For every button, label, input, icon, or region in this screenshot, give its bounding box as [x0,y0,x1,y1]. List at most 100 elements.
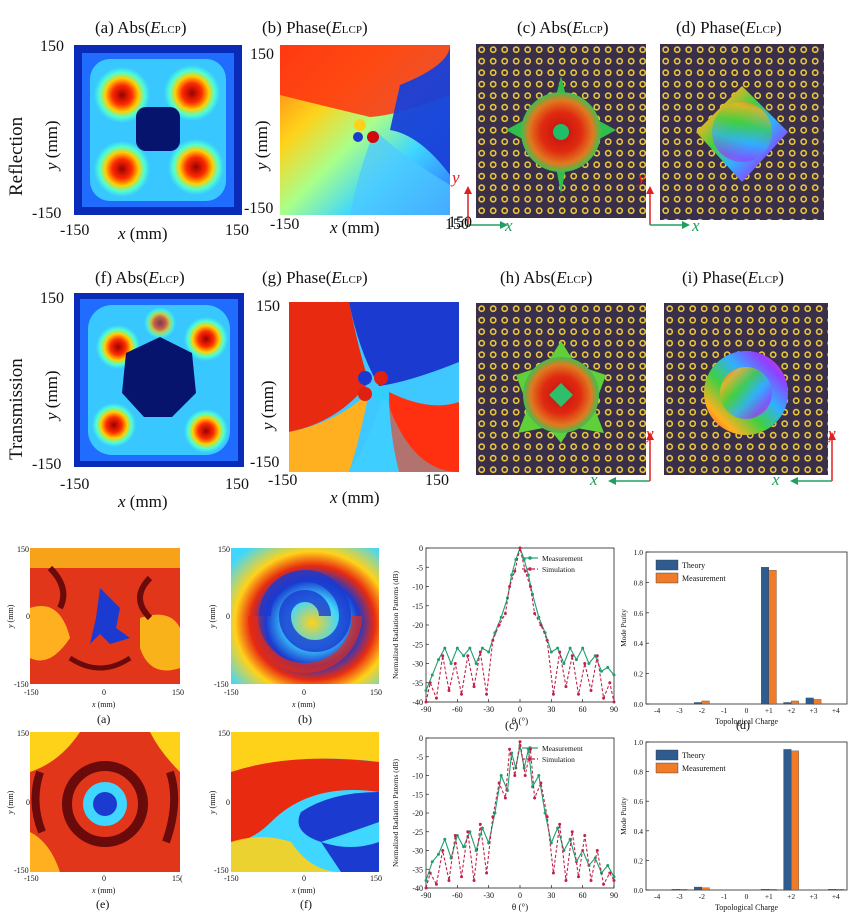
data-point [583,662,587,665]
data-point [485,871,489,875]
legend-marker [528,567,532,571]
data-point [545,815,549,819]
x-tick-label: -30 [483,891,494,900]
legend-swatch [655,749,679,761]
x-tick-label: +3 [810,892,818,901]
row-label-transmission: Transmission [6,358,27,460]
tick-c-150: 150 [448,214,472,231]
d-axis-arrows [646,186,690,229]
x-tick-label: -90 [421,891,432,900]
data-point [539,623,543,627]
series-line-simulation [425,741,615,889]
data-point [556,646,560,650]
y-tick-label: -30 [412,660,423,669]
data-point [424,688,428,692]
bf-ymin: -150 [214,866,229,875]
ba-xmin: -150 [24,688,39,697]
data-point [424,886,428,890]
data-point [474,662,478,665]
data-point [428,681,432,685]
data-point [449,662,453,665]
x-tick-label: +2 [787,706,795,715]
tick-f-ymax: 150 [40,290,64,307]
data-point [499,774,503,777]
d-x-arrow-label: x [692,216,700,235]
y-tick-label: 0.0 [634,886,644,895]
ba-ylabel: y (mm) [6,604,15,628]
data-point [595,849,599,852]
y-tick-label: -20 [412,809,423,818]
data-point [468,646,472,650]
ba-y0: 0 [26,612,30,621]
data-point [522,766,526,770]
tick-g-ymin: -150 [250,454,280,471]
caption-b: (b) [298,712,312,726]
bar-measurement [791,700,799,705]
data-point [518,740,522,744]
bb-ymax: 150 [218,545,230,554]
bar-measurement [791,750,799,891]
title-c: (c) Abs(ELCP) [517,18,609,37]
reflection-phase-sim [660,44,824,220]
i-x-arrow-label: x [772,470,780,489]
data-point [497,781,501,785]
data-point [508,747,512,751]
y-axis-label: Normalized Radiation Patterns (dB) [391,570,400,679]
x-tick-label: -3 [676,706,682,715]
plot-frame [425,547,615,703]
data-point [497,623,501,627]
data-point [460,692,464,696]
legend-label: Measurement [542,554,584,563]
series-line-measurement [425,745,615,881]
x-tick-label: +3 [810,706,818,715]
caption-c: (c) [505,718,519,732]
data-point [576,875,580,879]
d-y-arrow-label: y [638,168,646,187]
x-axis-label: Topological Charge [715,903,779,912]
y-tick-label: -5 [416,753,423,762]
data-point [526,573,530,577]
reflection-phase-map [280,45,450,215]
y-tick-label: 0.4 [634,639,644,648]
data-point [543,811,547,815]
bar-measurement [768,570,777,705]
data-point [455,646,459,650]
title-h: (h) Abs(ELCP) [500,268,593,287]
data-point [437,852,441,856]
data-point [462,654,466,658]
data-point [468,830,472,834]
y-tick-label: 0 [419,734,423,743]
x-tick-label: -1 [721,706,727,715]
data-point [574,658,578,662]
data-point [447,688,451,692]
y-tick-label: -40 [412,698,423,707]
x-tick-label: 90 [610,891,618,900]
data-point [487,650,491,654]
x-tick-label: 90 [610,705,618,714]
y-tick-label: -10 [412,772,423,781]
bb-y0: 0 [226,612,230,621]
y-tick-label: 0.4 [634,827,644,836]
data-point [510,573,514,577]
data-point [503,796,507,800]
title-b: (b) Phase(ELCP) [262,18,368,37]
data-point [556,826,560,830]
a-xlabel: x (mm) [118,224,168,243]
x-axis-label: θ (°) [512,716,528,726]
y-tick-label: 0 [419,544,423,553]
reflection-abs-map [74,45,242,215]
title-f: (f) Abs(ELCP) [95,268,185,287]
data-point [608,871,612,875]
tick-f-ymin: -150 [32,456,62,473]
data-point [505,789,509,792]
bar-theory [761,889,769,891]
row-label-reflection: Reflection [6,116,27,196]
bottom-map-b [231,548,379,684]
data-point [434,882,438,886]
data-point [576,692,580,696]
be-y0: 0 [26,798,30,807]
x-tick-label: +4 [832,706,840,715]
y-tick-label: -5 [416,563,423,572]
data-point [589,688,593,692]
bar-theory [805,697,814,705]
